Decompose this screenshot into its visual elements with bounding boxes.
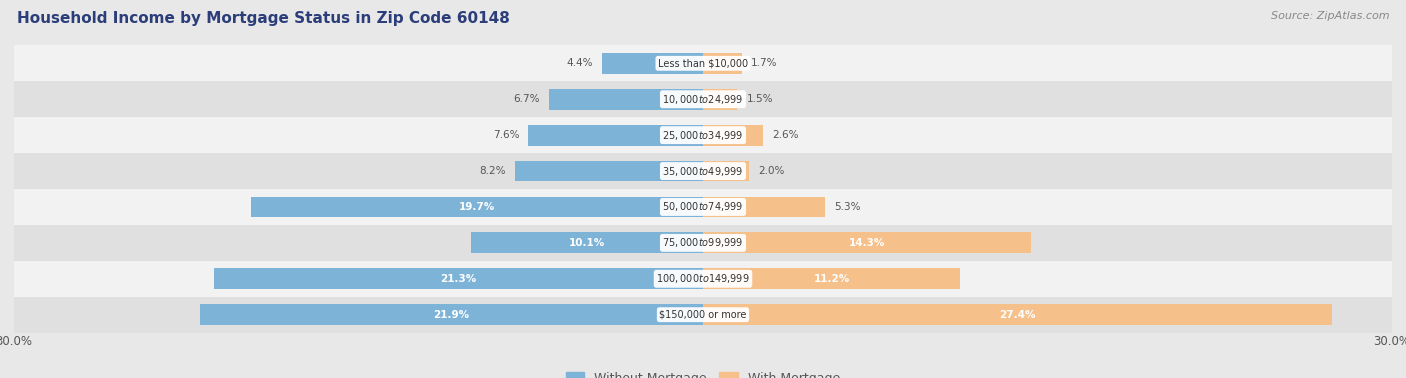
Bar [14,117,1392,153]
Text: 11.2%: 11.2% [814,274,849,284]
Bar [703,304,1333,325]
Bar [703,268,960,289]
Bar [471,232,703,253]
Text: 7.6%: 7.6% [492,130,519,140]
Text: 10.1%: 10.1% [569,238,605,248]
Text: 1.7%: 1.7% [751,58,778,68]
Bar [602,53,703,74]
Text: 2.0%: 2.0% [758,166,785,176]
Text: 5.3%: 5.3% [834,202,860,212]
Bar [703,232,1032,253]
Legend: Without Mortgage, With Mortgage: Without Mortgage, With Mortgage [561,367,845,378]
Bar [214,268,703,289]
Text: 8.2%: 8.2% [479,166,506,176]
Bar [14,225,1392,261]
Bar [14,261,1392,297]
Bar [703,161,749,181]
Bar [703,125,762,146]
Text: 6.7%: 6.7% [513,94,540,104]
Text: 4.4%: 4.4% [567,58,593,68]
Text: 2.6%: 2.6% [772,130,799,140]
Bar [250,197,703,217]
Text: $100,000 to $149,999: $100,000 to $149,999 [657,272,749,285]
Text: $150,000 or more: $150,000 or more [659,310,747,320]
Text: $10,000 to $24,999: $10,000 to $24,999 [662,93,744,106]
Bar [14,189,1392,225]
Bar [14,81,1392,117]
Bar [703,197,825,217]
Bar [14,297,1392,333]
Text: $75,000 to $99,999: $75,000 to $99,999 [662,236,744,249]
Text: 21.3%: 21.3% [440,274,477,284]
Text: Less than $10,000: Less than $10,000 [658,58,748,68]
Text: 19.7%: 19.7% [458,202,495,212]
Text: $35,000 to $49,999: $35,000 to $49,999 [662,164,744,178]
Text: $25,000 to $34,999: $25,000 to $34,999 [662,129,744,142]
Bar [515,161,703,181]
Text: 21.9%: 21.9% [433,310,470,320]
Text: Household Income by Mortgage Status in Zip Code 60148: Household Income by Mortgage Status in Z… [17,11,510,26]
Text: 1.5%: 1.5% [747,94,773,104]
Bar [703,53,742,74]
Text: 14.3%: 14.3% [849,238,886,248]
Bar [703,89,738,110]
Bar [14,45,1392,81]
Bar [550,89,703,110]
Bar [14,153,1392,189]
Text: $50,000 to $74,999: $50,000 to $74,999 [662,200,744,214]
Text: Source: ZipAtlas.com: Source: ZipAtlas.com [1271,11,1389,21]
Bar [200,304,703,325]
Bar [529,125,703,146]
Text: 27.4%: 27.4% [1000,310,1036,320]
